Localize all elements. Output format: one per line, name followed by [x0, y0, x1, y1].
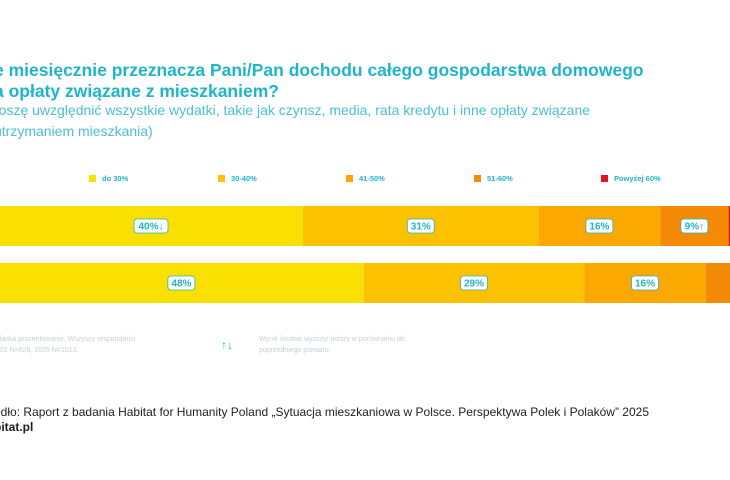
- data-label-box: [680, 218, 709, 234]
- legend-swatch: [346, 175, 353, 182]
- data-label: 29%: [464, 279, 484, 290]
- legend-label: Powyżej 60%: [614, 174, 661, 183]
- legend-swatch: [474, 175, 481, 182]
- legend-item-30-40: 30-40%: [218, 174, 257, 183]
- bar-segment: [728, 206, 730, 246]
- legend: do 30% 30-40% 41-50% 51-60% Powyżej 60%: [0, 174, 730, 188]
- title-line-1: e miesięcznie przeznacza Pani/Pan dochod…: [0, 60, 644, 80]
- bar-segment: [705, 263, 730, 303]
- data-label-box: [631, 275, 659, 291]
- source-text: ódło: Raport z badania Habitat for Human…: [0, 405, 649, 419]
- data-label-box: [460, 275, 488, 291]
- stacked-bar-chart: 40%↓ 31% 16% 9%↑ 48% 29% 16%: [0, 206, 730, 303]
- base-note-line-1: alaska procentowanie: Wszyscy respondenc…: [0, 336, 136, 343]
- significance-note-line-1: Wynik istotnie wyższy/ niższy w porównan…: [259, 336, 405, 343]
- site-link[interactable]: bitat.pl: [0, 420, 34, 434]
- title-line-2: a opłaty związane z mieszkaniem?: [0, 81, 279, 101]
- significance-arrows-icon: ↑↓: [221, 338, 233, 352]
- data-label: 40%↓: [138, 222, 163, 233]
- data-label-box: [585, 218, 614, 234]
- legend-label: do 30%: [102, 174, 129, 183]
- data-label: 31%: [411, 222, 431, 233]
- legend-label: 30-40%: [231, 174, 257, 183]
- legend-item-51-60: 51-60%: [474, 174, 513, 183]
- data-label-box: [406, 218, 435, 234]
- legend-swatch: [218, 175, 225, 182]
- subtitle-line-2: utrzymaniem mieszkania): [0, 123, 153, 139]
- chart-subtitle: roszę uwzględnić wszystkie wydatki, taki…: [0, 100, 730, 142]
- data-label: 16%: [635, 279, 655, 290]
- chart-title: e miesięcznie przeznacza Pani/Pan dochod…: [0, 60, 730, 102]
- data-label: 16%: [589, 222, 609, 233]
- data-label: 9%↑: [685, 222, 704, 233]
- significance-note: Wynik istotnie wyższy/ niższy w porównan…: [259, 334, 405, 356]
- legend-swatch: [89, 175, 96, 182]
- legend-label: 51-60%: [487, 174, 513, 183]
- data-label-box: [133, 218, 169, 234]
- subtitle-line-1: roszę uwzględnić wszystkie wydatki, taki…: [0, 102, 591, 118]
- significance-note-line-2: poprzedniego pomiaru.: [259, 347, 331, 354]
- legend-label: 41-50%: [359, 174, 385, 183]
- legend-item-41-50: 41-50%: [346, 174, 385, 183]
- legend-swatch: [601, 175, 608, 182]
- legend-item-powyzej-60: Powyżej 60%: [601, 174, 661, 183]
- base-note-line-2: 022 N=628, 2025 N=1013.: [0, 347, 79, 354]
- data-label: 48%: [171, 279, 191, 290]
- base-note: alaska procentowanie: Wszyscy respondenc…: [0, 334, 135, 356]
- legend-item-do-30: do 30%: [89, 174, 128, 183]
- data-label-box: [167, 275, 196, 291]
